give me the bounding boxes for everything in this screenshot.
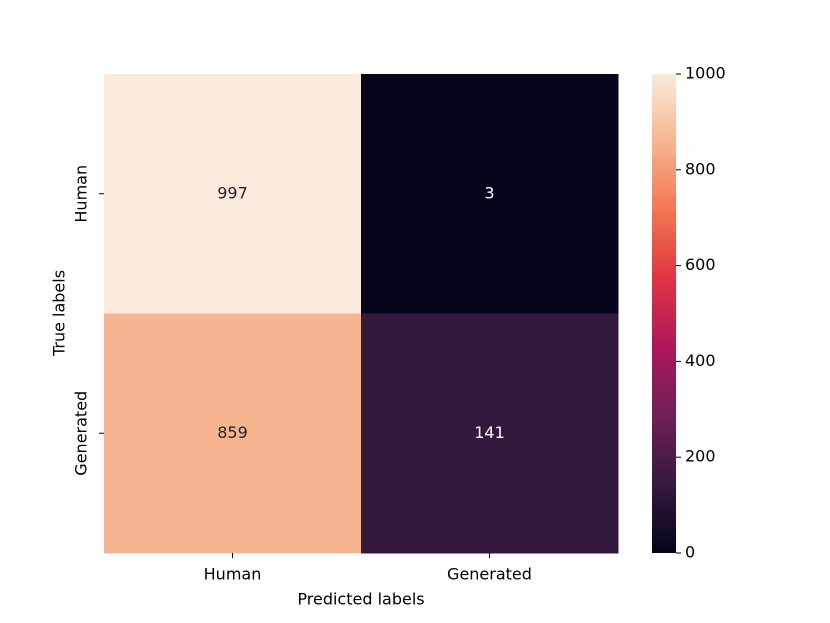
y-tick-label: Generated (72, 391, 91, 476)
x-tick-label: Human (204, 565, 262, 584)
colorbar-tick-label: 600 (685, 255, 716, 274)
colorbar-tick-label: 200 (685, 447, 716, 466)
x-tick-label: Generated (447, 565, 532, 584)
colorbar-tick-label: 800 (685, 159, 716, 178)
heatmap-cell (104, 74, 362, 314)
colorbar-tick-label: 0 (685, 543, 695, 562)
colorbar-tick-label: 400 (685, 351, 716, 370)
colorbar-tick-label: 1000 (685, 64, 726, 83)
y-tick-label: Human (72, 165, 91, 223)
colorbar (652, 74, 676, 553)
cell-label: 141 (474, 423, 505, 442)
cell-label: 3 (484, 183, 494, 202)
heatmap-cell (361, 313, 619, 554)
cell-label: 859 (217, 423, 248, 442)
x-axis-label: Predicted labels (297, 590, 424, 609)
cell-label: 997 (217, 183, 248, 202)
heatmap-cell (361, 74, 619, 314)
heatmap-cell (104, 313, 362, 554)
y-axis-label: True labels (50, 270, 69, 357)
